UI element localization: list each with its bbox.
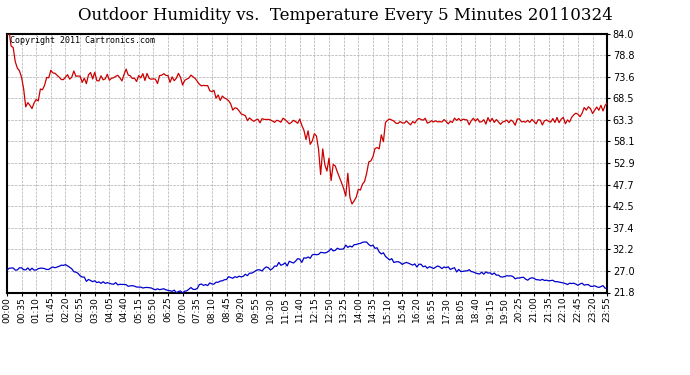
Text: Outdoor Humidity vs.  Temperature Every 5 Minutes 20110324: Outdoor Humidity vs. Temperature Every 5… bbox=[77, 8, 613, 24]
Text: Copyright 2011 Cartronics.com: Copyright 2011 Cartronics.com bbox=[10, 36, 155, 45]
